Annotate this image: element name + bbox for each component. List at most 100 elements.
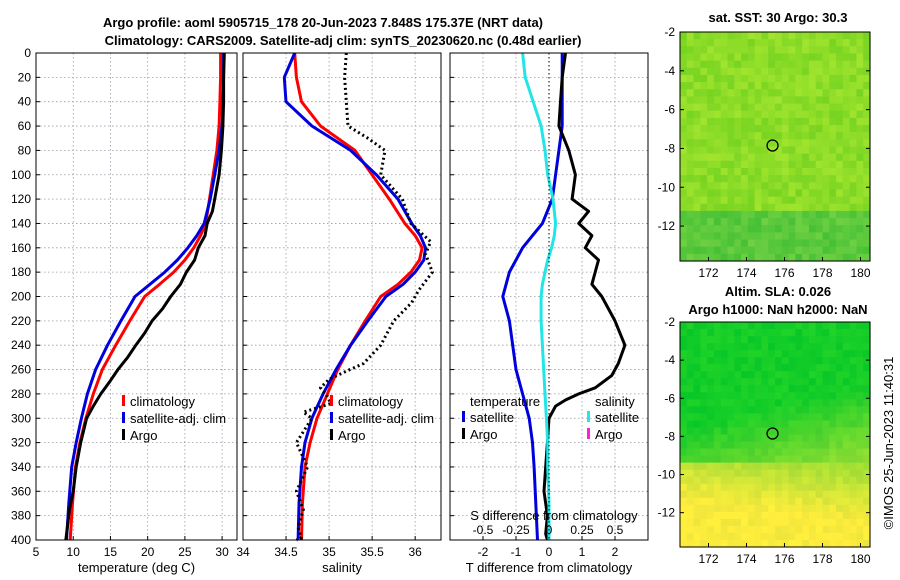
heatmap-cell — [700, 67, 708, 76]
heatmap-cell — [808, 74, 817, 83]
heatmap-cell — [754, 182, 763, 191]
heatmap-cell — [768, 89, 776, 98]
map-y-tick-label: -4 — [664, 64, 675, 78]
heatmap-cell — [829, 146, 837, 155]
heatmap-cell — [713, 225, 722, 233]
heatmap-cell — [795, 371, 803, 379]
heatmap-cell — [836, 371, 844, 379]
heatmap-cell — [693, 392, 701, 400]
heatmap-cell — [734, 32, 742, 40]
heatmap-cell — [693, 490, 701, 499]
heatmap-cell — [849, 189, 858, 198]
heatmap-cell — [802, 103, 810, 112]
heatmap-cell — [693, 74, 701, 83]
heatmap-cell — [815, 132, 824, 140]
heatmap-cell — [707, 103, 715, 112]
heatmap-cell — [802, 218, 810, 226]
heatmap-cell — [849, 462, 858, 471]
heatmap-cell — [775, 448, 783, 457]
legend-swatch — [587, 411, 590, 422]
heatmap-cell — [693, 385, 701, 393]
heatmap-cell — [693, 469, 701, 478]
heatmap-cell — [734, 497, 742, 506]
heatmap-cell — [727, 413, 735, 422]
heatmap-cell — [829, 343, 837, 351]
heatmap-cell — [686, 175, 695, 183]
heatmap-cell — [720, 476, 729, 485]
heatmap-cell — [829, 60, 837, 69]
heatmap-cell — [795, 182, 803, 191]
heatmap-cell — [795, 203, 803, 212]
heatmap-cell — [822, 125, 830, 133]
heatmap-cell — [849, 511, 858, 520]
x-tick-label: 1 — [579, 545, 586, 559]
heatmap-cell — [720, 350, 729, 358]
heatmap-cell — [680, 399, 688, 407]
heatmap-cell — [747, 343, 756, 351]
heatmap-cell — [741, 189, 749, 198]
heatmap-cell — [836, 125, 844, 133]
heatmap-cell — [836, 532, 844, 541]
heatmap-cell — [741, 441, 749, 450]
heatmap-cell — [781, 343, 790, 351]
map-y-tick-label: -4 — [664, 353, 675, 367]
heatmap-cell — [842, 103, 851, 112]
heatmap-cell — [754, 490, 763, 499]
heatmap-cell — [707, 182, 715, 191]
heatmap-cell — [734, 182, 742, 191]
heatmap-cell — [829, 378, 837, 386]
heatmap-cell — [747, 189, 756, 198]
heatmap-cell — [781, 53, 790, 62]
x-tick-label: 34 — [236, 545, 250, 559]
heatmap-cell — [707, 497, 715, 506]
heatmap-cell — [802, 371, 810, 379]
heatmap-cell — [768, 246, 776, 255]
heatmap-cell — [849, 378, 858, 386]
heatmap-cell — [707, 60, 715, 69]
heatmap-cell — [747, 210, 756, 219]
heatmap-cell — [713, 89, 722, 98]
heatmap-cell — [849, 469, 858, 478]
heatmap-cell — [700, 539, 708, 548]
heatmap-cell — [707, 483, 715, 492]
heatmap-cell — [829, 46, 837, 55]
heatmap-cell — [761, 253, 769, 262]
heatmap-cell — [693, 399, 701, 407]
heatmap-cell — [856, 441, 864, 450]
heatmap-cell — [761, 420, 769, 429]
heatmap-cell — [788, 53, 796, 62]
heatmap-cell — [693, 427, 701, 436]
heatmap-cell — [768, 103, 776, 112]
heatmap-cell — [795, 462, 803, 471]
heatmap-cell — [680, 167, 688, 176]
heatmap-cell — [802, 483, 810, 492]
heatmap-cell — [781, 497, 790, 506]
heatmap-cell — [700, 525, 708, 534]
heatmap-cell — [768, 39, 776, 47]
heatmap-cell — [720, 364, 729, 372]
heatmap-cell — [822, 103, 830, 112]
heatmap-cell — [822, 357, 830, 365]
heatmap-cell — [693, 483, 701, 492]
heatmap-cell — [700, 427, 708, 436]
heatmap-cell — [808, 427, 817, 436]
heatmap-cell — [822, 350, 830, 358]
heatmap-cell — [795, 82, 803, 90]
heatmap-cell — [775, 322, 783, 330]
heatmap-cell — [788, 67, 796, 76]
heatmap-cell — [686, 96, 695, 105]
heatmap-cell — [802, 39, 810, 47]
heatmap-cell — [686, 427, 695, 436]
y-tick-label: 320 — [11, 436, 31, 450]
heatmap-cell — [686, 434, 695, 443]
heatmap-cell — [788, 139, 796, 148]
heatmap-cell — [680, 511, 688, 520]
heatmap-cell — [686, 462, 695, 471]
heatmap-cell — [829, 82, 837, 90]
legend-swatch — [330, 412, 333, 423]
heatmap-cell — [781, 132, 790, 140]
heatmap-cell — [700, 246, 708, 255]
panel-difference: -2 -1 0 1 2T difference from climatology — [449, 52, 649, 575]
heatmap-cell — [680, 392, 688, 400]
heatmap-cell — [836, 189, 844, 198]
